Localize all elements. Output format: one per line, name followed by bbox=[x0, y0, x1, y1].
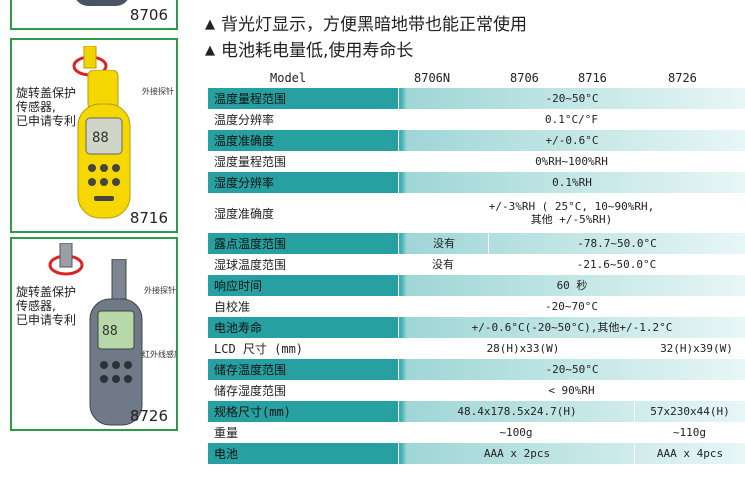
feature-item: ▲ 电池耗电量低,使用寿命长 bbox=[205, 36, 413, 61]
feature-text: 背光灯显示，方便黑暗地带也能正常使用 bbox=[221, 15, 527, 35]
row-value: 48.4x178.5x24.7(H) bbox=[398, 401, 635, 422]
row-label: 规格尺寸(mm) bbox=[208, 401, 398, 422]
header-model: 8706 bbox=[510, 71, 539, 85]
row-label: 湿度准确度 bbox=[214, 206, 275, 221]
row-label: 自校准 bbox=[214, 300, 251, 314]
row-value: 0.1%RH bbox=[398, 172, 745, 193]
table-row: 重量 ~100g ~110g bbox=[208, 422, 745, 443]
spec-table: 温度量程范围 -20~50°C 温度分辨率 0.1°C/°F 温度准确度 +/-… bbox=[208, 88, 745, 464]
svg-text:88: 88 bbox=[92, 130, 109, 146]
triangle-bullet-icon: ▲ bbox=[205, 17, 215, 32]
table-row: 露点温度范围 没有 -78.7~50.0°C bbox=[208, 233, 745, 254]
row-label: 储存湿度范围 bbox=[214, 384, 287, 398]
row-value: ~110g bbox=[672, 426, 707, 439]
table-row: 温度量程范围 -20~50°C bbox=[208, 88, 745, 109]
table-row: LCD 尺寸 (mm) 28(H)x33(W) 32(H)x39(W) bbox=[208, 338, 745, 359]
card-model-label: 8726 bbox=[129, 407, 168, 425]
row-label: 响应时间 bbox=[208, 275, 398, 296]
row-value: 没有 bbox=[398, 233, 489, 254]
row-value: 28(H)x33(W) bbox=[486, 342, 560, 355]
table-row: 电池 AAA x 2pcs AAA x 4pcs bbox=[208, 443, 745, 464]
row-value: < 90%RH bbox=[548, 384, 595, 397]
probe-label: 外接探针 bbox=[144, 286, 176, 295]
row-value: +/-0.6°C(-20~50°C),其他+/-1.2°C bbox=[398, 317, 745, 338]
row-value: 57x230x44(H) bbox=[634, 401, 745, 422]
table-row: 储存温度范围 -20~50°C bbox=[208, 359, 745, 380]
row-value: 60 秒 bbox=[398, 275, 745, 296]
row-value: -20~50°C bbox=[398, 359, 745, 380]
table-row: 湿球温度范围 没有 -21.6~50.0°C bbox=[208, 254, 745, 275]
row-value: 没有 bbox=[432, 258, 454, 271]
row-label: 湿度分辨率 bbox=[208, 172, 398, 193]
row-value: ~100g bbox=[499, 426, 533, 439]
table-header: Model 8706N 8706 8716 8726 bbox=[210, 70, 740, 88]
card-model-label: 8716 bbox=[129, 209, 168, 227]
row-label: 温度分辨率 bbox=[214, 113, 275, 127]
feature-text: 电池耗电量低,使用寿命长 bbox=[221, 41, 414, 61]
probe-label: 外接探针 bbox=[142, 87, 174, 96]
header-model: 8726 bbox=[668, 71, 697, 85]
table-row: 湿度量程范围 0%RH~100%RH bbox=[208, 151, 745, 172]
row-value: -78.7~50.0°C bbox=[488, 233, 745, 254]
table-row: 温度准确度 +/-0.6°C bbox=[208, 130, 745, 151]
ir-sensor-label: 红外线感应 bbox=[142, 350, 178, 359]
row-label: LCD 尺寸 (mm) bbox=[214, 342, 304, 356]
triangle-bullet-icon: ▲ bbox=[205, 43, 215, 58]
row-value: 0.1°C/°F bbox=[545, 113, 598, 126]
row-value: -20~70°C bbox=[545, 300, 598, 313]
product-card-8706: 8706 bbox=[10, 0, 178, 30]
row-label: 温度量程范围 bbox=[208, 88, 398, 109]
card-model-label: 8706 bbox=[129, 6, 168, 24]
row-label: 温度准确度 bbox=[208, 130, 398, 151]
device-image: 88 bbox=[77, 70, 131, 219]
table-row: 湿度准确度 +/-3%RH ( 25°C, 10~90%RH, 其他 +/-5%… bbox=[208, 193, 745, 233]
table-row: 电池寿命 +/-0.6°C(-20~50°C),其他+/-1.2°C bbox=[208, 317, 745, 338]
row-label: 湿度量程范围 bbox=[214, 155, 287, 169]
row-value: 0%RH~100%RH bbox=[535, 155, 608, 168]
row-label: 露点温度范围 bbox=[208, 233, 398, 254]
row-label: 湿球温度范围 bbox=[214, 258, 287, 272]
table-row: 储存湿度范围 < 90%RH bbox=[208, 380, 745, 401]
header-model: 8706N bbox=[414, 71, 451, 85]
feature-item: ▲ 背光灯显示，方便黑暗地带也能正常使用 bbox=[205, 10, 527, 35]
table-row: 自校准 -20~70°C bbox=[208, 296, 745, 317]
row-value: -20~50°C bbox=[398, 88, 745, 109]
card-note: 旋转盖保护 传感器, 已申请专利 bbox=[16, 86, 77, 128]
row-value: -21.6~50.0°C bbox=[576, 258, 657, 271]
device-image bbox=[74, 0, 130, 6]
row-label: 电池寿命 bbox=[208, 317, 398, 338]
row-value: AAA x 4pcs bbox=[634, 443, 745, 464]
table-row: 规格尺寸(mm) 48.4x178.5x24.7(H) 57x230x44(H) bbox=[208, 401, 745, 422]
device-image: 88 bbox=[89, 259, 143, 426]
table-row: 湿度分辨率 0.1%RH bbox=[208, 172, 745, 193]
row-value: +/-0.6°C bbox=[398, 130, 745, 151]
row-label: 储存温度范围 bbox=[208, 359, 398, 380]
row-value: 32(H)x39(W) bbox=[660, 342, 733, 355]
header-label: Model bbox=[270, 71, 307, 85]
card-note: 旋转盖保护 传感器, 已申请专利 bbox=[16, 285, 77, 327]
table-row: 响应时间 60 秒 bbox=[208, 275, 745, 296]
rotate-arrow-icon bbox=[48, 243, 84, 276]
table-row: 温度分辨率 0.1°C/°F bbox=[208, 109, 745, 130]
row-value: AAA x 2pcs bbox=[398, 443, 635, 464]
row-label: 重量 bbox=[214, 426, 239, 440]
product-card-8726: 88 外接探针 红外线感应 旋转盖保护 传感器, 已申请专利 8726 bbox=[10, 237, 178, 431]
row-label: 电池 bbox=[208, 443, 398, 464]
product-card-8716: 88 外接探针 旋转盖保护 传感器, 已申请专利 8716 bbox=[10, 38, 178, 233]
header-model: 8716 bbox=[578, 71, 607, 85]
svg-text:88: 88 bbox=[102, 324, 118, 339]
row-value: +/-3%RH ( 25°C, 10~90%RH, 其他 +/-5%RH) bbox=[488, 200, 655, 226]
